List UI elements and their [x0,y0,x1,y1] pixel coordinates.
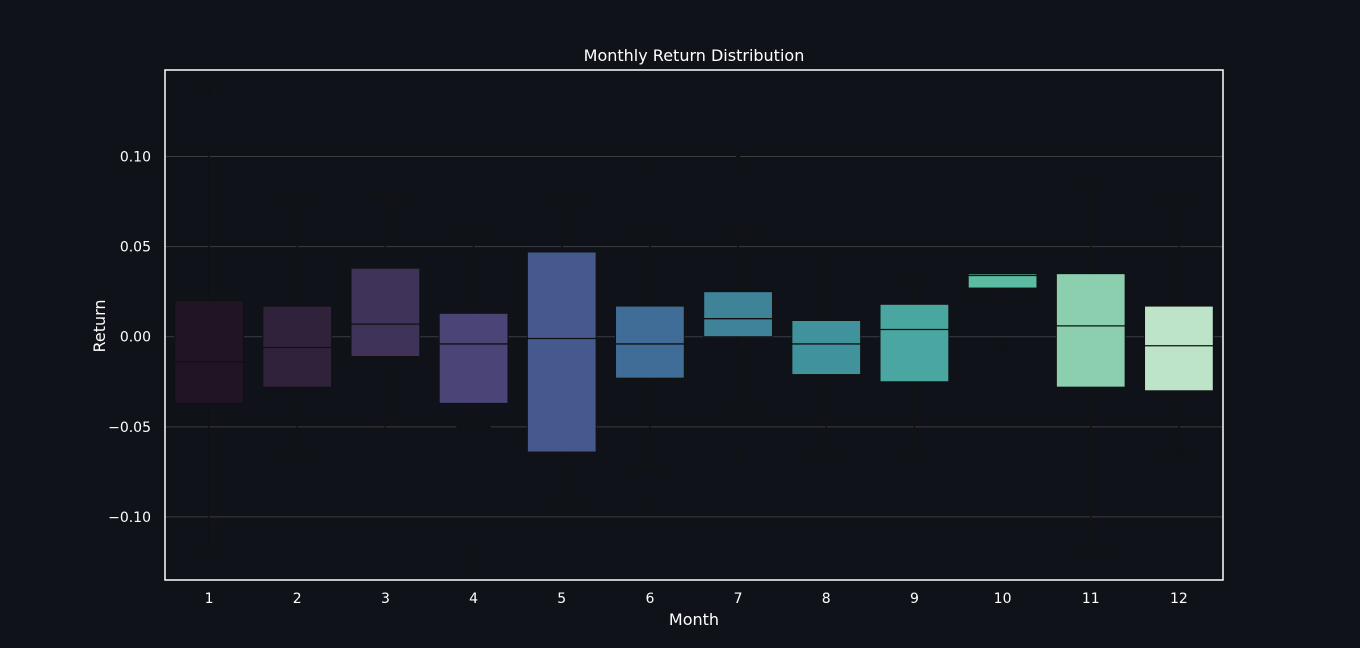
x-tick-label: 12 [1170,591,1188,607]
iqr-box [1144,305,1214,392]
plot-frame [164,69,1224,581]
box-month-2 [262,202,333,461]
x-tick-label: 10 [994,591,1012,607]
y-axis-title: Return [90,299,109,352]
box-month-4 [438,235,509,563]
iqr-box [438,312,509,404]
box-month-9 [879,274,950,459]
x-tick-label: 8 [822,591,831,607]
outlier-point [645,500,654,509]
iqr-box [526,251,597,453]
iqr-box [967,273,1038,289]
outlier-point [469,554,478,563]
y-tick-label: 0.05 [120,240,151,256]
grid-lines [165,156,1223,518]
x-tick-label: 1 [205,591,214,607]
box-month-5 [526,202,597,502]
y-tick-label: 0.10 [120,150,151,166]
iqr-box [1055,273,1126,388]
iqr-box [879,303,950,383]
iqr-box [703,291,773,338]
y-tick-label: 0.00 [120,330,151,346]
x-tick-label: 7 [734,591,743,607]
outlier-point [645,163,654,172]
x-tick-label: 2 [293,591,302,607]
x-tick-label: 5 [557,591,566,607]
outlier-point [734,154,743,163]
iqr-box [262,305,333,388]
x-tick-label: 3 [381,591,390,607]
outlier-point [998,345,1007,354]
x-tick-label: 11 [1082,591,1100,607]
box-month-6 [615,163,685,509]
boxes [174,87,1214,563]
y-tick-label: −0.05 [108,420,151,436]
box-month-1 [174,87,244,547]
x-tick-label: 6 [645,591,654,607]
x-tick-label: 9 [910,591,919,607]
box-month-7 [703,154,773,462]
y-tick-labels: 0.10 0.05 0.00 −0.05 −0.10 [108,150,151,526]
x-tick-labels: 1 2 3 4 5 6 7 8 9 10 11 12 [205,591,1188,607]
outlier-point [734,453,743,462]
box-month-10 [967,271,1038,354]
chart-title: Monthly Return Distribution [584,46,805,65]
iqr-box [791,319,862,376]
box-month-12 [1144,200,1214,455]
box-month-3 [350,193,421,430]
y-tick-label: −0.10 [108,510,151,526]
iqr-box [615,305,685,379]
x-axis-title: Month [669,610,719,629]
box-month-8 [791,251,862,457]
outlier-point [205,87,214,96]
iqr-box [350,267,421,358]
iqr-box [174,300,244,404]
box-month-11 [1055,182,1126,554]
x-tick-label: 4 [469,591,478,607]
